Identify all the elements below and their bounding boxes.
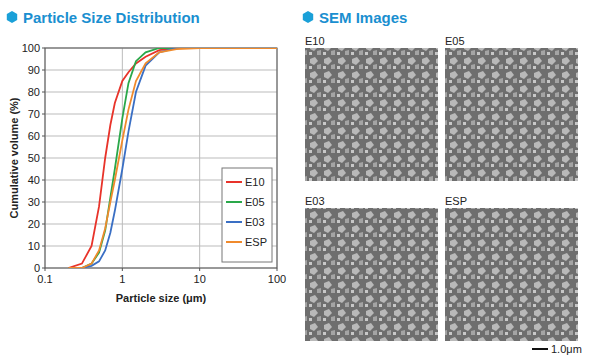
tick-label: 100 [22,42,40,54]
legend-label: E10 [245,176,265,188]
grid-line [45,70,277,71]
legend-swatch [226,201,242,203]
tick-label: 40 [28,174,40,186]
header-icon [303,11,313,23]
sem-label: E03 [305,195,325,207]
tick [42,136,45,137]
tick-label: 30 [28,196,40,208]
tick [42,268,45,269]
series-group [68,48,277,268]
tick [42,70,45,71]
tick [42,202,45,203]
grid-line [45,158,277,159]
sem-image [305,208,438,341]
series-line [68,48,277,268]
sem-image [445,48,578,181]
sem-image [305,48,438,181]
grid-line [45,92,277,93]
tick [42,48,45,49]
legend-swatch [226,221,242,223]
scale-label: 1.0μm [551,343,582,355]
legend-label: E05 [245,196,265,208]
series-line [68,48,277,268]
sem-image [445,208,578,341]
x-axis-label: Particle size (μm) [116,292,207,304]
legend-label: ESP [245,236,267,248]
series-line [68,48,277,268]
tick-label: 50 [28,152,40,164]
tick [42,158,45,159]
scale-bar [532,348,548,350]
tick-label: 20 [28,218,40,230]
sem-label: E05 [445,35,465,47]
header: SEM Images [319,9,407,26]
plot-frame [45,48,277,268]
tick-label: 100 [268,273,286,285]
tick-label: 10 [194,273,206,285]
legend-box [222,168,272,262]
tick [199,268,200,271]
page: Particle Size Distribution SEM Images 0.1 1… [0,0,591,360]
tick-label: 90 [28,64,40,76]
legend-swatch [226,181,242,183]
header: Particle Size Distribution [23,9,200,26]
sem-label: E10 [305,35,325,47]
grid-line [45,114,277,115]
tick [122,268,123,271]
tick [42,224,45,225]
tick-label: 80 [28,86,40,98]
tick [42,180,45,181]
tick-label: 0 [34,262,40,274]
header-icon [7,11,17,23]
tick [42,246,45,247]
tick [42,92,45,93]
tick-label: 60 [28,130,40,142]
grid-line [45,136,277,137]
legend-label: E03 [245,216,265,228]
y-axis-label: Cumulative volume (%) [8,97,20,218]
sem-label: ESP [445,195,467,207]
tick [277,268,278,271]
tick-label: 1 [119,273,125,285]
tick [42,114,45,115]
tick-label: 0.1 [37,273,52,285]
series-line [68,48,277,268]
tick-label: 10 [28,240,40,252]
plot-bg [45,48,277,268]
legend-swatch [226,241,242,243]
tick-label: 70 [28,108,40,120]
